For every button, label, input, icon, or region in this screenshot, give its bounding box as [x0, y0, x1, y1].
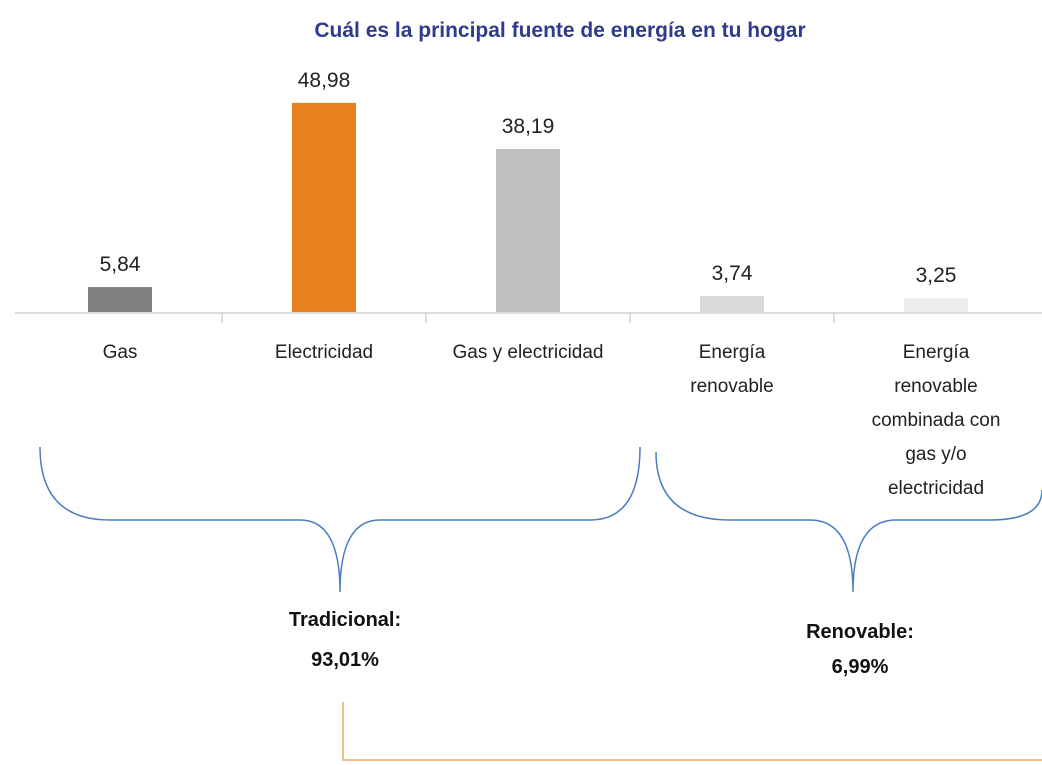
bar [88, 287, 152, 312]
value-label: 5,84 [100, 253, 141, 276]
bar [496, 148, 560, 312]
value-label: 3,25 [916, 264, 957, 287]
chart-title: Cuál es la principal fuente de energía e… [314, 19, 805, 42]
annotation-value: 6,99% [832, 656, 889, 678]
x-tick-label: Gas y electricidad [452, 342, 604, 363]
bar [700, 296, 764, 312]
value-label: 38,19 [502, 115, 555, 138]
x-tick-label: Energía renovable [690, 342, 774, 397]
value-label: 3,74 [712, 262, 753, 285]
annotation-value: 93,01% [311, 649, 379, 671]
x-tick-label: Electricidad [274, 342, 374, 363]
connector-line [342, 702, 1042, 761]
x-tick-label: Energía renovable combinada con gas y/o … [871, 342, 1001, 499]
brace-traditional [39, 446, 641, 593]
value-label: 48,98 [298, 69, 351, 92]
bar [292, 102, 356, 312]
brace-renewable [655, 451, 1042, 593]
annotation-label: Renovable: [806, 621, 914, 643]
x-tick-label: Gas [102, 342, 138, 363]
bar [904, 298, 968, 312]
annotation-label: Tradicional: [289, 609, 401, 631]
